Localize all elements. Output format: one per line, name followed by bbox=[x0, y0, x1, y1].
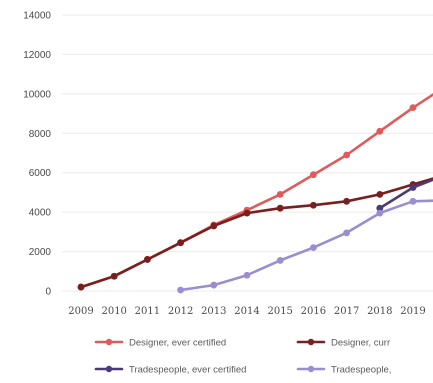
series-3 bbox=[376, 178, 433, 212]
data-point bbox=[376, 204, 384, 212]
x-tick-label: 2019 bbox=[400, 306, 425, 317]
data-point bbox=[276, 191, 284, 198]
x-tick-label: 2010 bbox=[101, 306, 126, 317]
legend-swatch-marker bbox=[105, 365, 113, 373]
x-tick-label: 2018 bbox=[367, 306, 392, 317]
legend-item: Designer, ever certified bbox=[94, 338, 226, 349]
y-axis: 0 2000 4000 6000 8000 10000 12000 14000 bbox=[23, 11, 51, 298]
x-tick-label: 2009 bbox=[68, 306, 93, 317]
data-point bbox=[210, 222, 218, 230]
y-tick-label: 14000 bbox=[23, 11, 51, 22]
x-tick-label: 2014 bbox=[234, 306, 259, 317]
data-point bbox=[409, 197, 417, 205]
grid-layer bbox=[62, 14, 433, 292]
data-point bbox=[376, 127, 384, 135]
data-point bbox=[310, 201, 317, 209]
x-tick-label: 2012 bbox=[168, 306, 193, 317]
legend-item: Tradespeople, bbox=[296, 365, 391, 376]
legend-label: Designer, curr bbox=[331, 338, 390, 349]
y-tick-label: 8000 bbox=[29, 129, 52, 140]
series-line bbox=[179, 199, 433, 292]
data-point bbox=[343, 197, 350, 205]
series-2 bbox=[77, 177, 433, 291]
x-axis: 2009 2010 2011 2012 2013 2014 2015 2016 2017 2018… bbox=[68, 306, 425, 317]
data-point bbox=[376, 191, 384, 198]
data-point bbox=[210, 281, 218, 289]
legend-label: Designer, ever certified bbox=[129, 338, 226, 349]
y-tick-label: 12000 bbox=[23, 50, 51, 61]
data-point bbox=[310, 244, 317, 252]
data-point bbox=[243, 271, 251, 279]
data-point bbox=[276, 257, 284, 264]
y-tick-label: 0 bbox=[45, 287, 51, 298]
x-tick-label: 2017 bbox=[334, 306, 359, 317]
data-point bbox=[77, 283, 85, 291]
data-point bbox=[276, 204, 284, 212]
data-point bbox=[110, 272, 118, 280]
series-layer bbox=[77, 93, 433, 294]
x-tick-label: 2016 bbox=[301, 306, 326, 317]
legend-swatch-marker bbox=[307, 365, 315, 373]
series-1 bbox=[77, 93, 433, 291]
data-point bbox=[177, 286, 185, 294]
data-point bbox=[243, 209, 251, 217]
y-tick-label: 6000 bbox=[29, 168, 52, 179]
data-point bbox=[409, 184, 417, 191]
legend: Designer, ever certified Designer, curr Tr… bbox=[94, 338, 391, 376]
data-point bbox=[310, 171, 317, 179]
legend-item: Designer, curr bbox=[296, 338, 390, 349]
y-tick-label: 10000 bbox=[23, 89, 51, 100]
series-4 bbox=[177, 197, 433, 294]
data-point bbox=[376, 209, 384, 217]
x-tick-label: 2011 bbox=[135, 306, 160, 317]
legend-swatch-marker bbox=[307, 338, 315, 346]
x-tick-label: 2015 bbox=[267, 306, 292, 317]
legend-swatch-marker bbox=[105, 338, 113, 346]
legend-label: Tradespeople, bbox=[331, 365, 391, 376]
y-tick-label: 4000 bbox=[29, 208, 52, 219]
data-point bbox=[177, 239, 185, 247]
data-point bbox=[343, 151, 350, 159]
data-point bbox=[343, 229, 350, 237]
data-point bbox=[144, 256, 151, 263]
series-line bbox=[79, 93, 433, 289]
data-point bbox=[409, 104, 417, 112]
legend-label: Tradespeople, ever certified bbox=[129, 365, 246, 376]
y-tick-label: 2000 bbox=[29, 247, 52, 258]
series-line bbox=[79, 177, 433, 289]
legend-item: Tradespeople, ever certified bbox=[94, 365, 246, 376]
x-tick-label: 2013 bbox=[201, 306, 226, 317]
